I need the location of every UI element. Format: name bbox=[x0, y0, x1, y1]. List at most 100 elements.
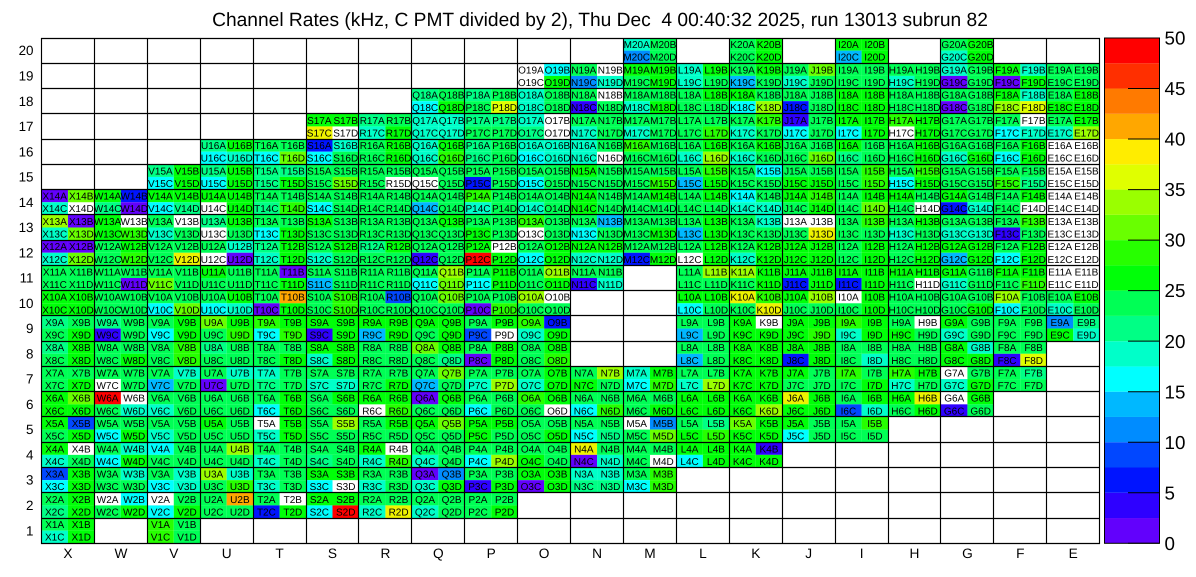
svg-text:E14D: E14D bbox=[1074, 204, 1099, 215]
svg-text:M4D: M4D bbox=[653, 457, 674, 468]
svg-text:1: 1 bbox=[26, 523, 33, 538]
svg-text:Q2C: Q2C bbox=[415, 507, 436, 518]
svg-text:O10B: O10B bbox=[545, 293, 571, 304]
svg-text:E11B: E11B bbox=[1075, 267, 1099, 278]
svg-text:X1D: X1D bbox=[71, 533, 90, 544]
svg-text:G16B: G16B bbox=[968, 141, 994, 152]
svg-text:N11B: N11B bbox=[598, 267, 623, 278]
svg-text:M17B: M17B bbox=[650, 116, 676, 127]
svg-text:R16B: R16B bbox=[386, 141, 411, 152]
svg-text:U6A: U6A bbox=[204, 394, 224, 405]
svg-text:T12A: T12A bbox=[254, 242, 278, 253]
svg-text:V8B: V8B bbox=[178, 343, 197, 354]
svg-text:P17C: P17C bbox=[465, 128, 490, 139]
svg-text:H14D: H14D bbox=[915, 204, 941, 215]
svg-text:J12B: J12B bbox=[811, 242, 834, 253]
svg-text:S15D: S15D bbox=[333, 179, 358, 190]
svg-text:L10D: L10D bbox=[704, 305, 728, 316]
svg-text:J6C: J6C bbox=[787, 406, 805, 417]
svg-text:F17C: F17C bbox=[995, 128, 1019, 139]
svg-text:V8C: V8C bbox=[151, 356, 170, 367]
svg-text:F8B: F8B bbox=[1024, 343, 1043, 354]
svg-text:H17D: H17D bbox=[915, 128, 941, 139]
svg-text:Q16C: Q16C bbox=[412, 154, 438, 165]
svg-text:K20A: K20A bbox=[730, 40, 755, 51]
svg-text:O17B: O17B bbox=[545, 116, 571, 127]
svg-text:N3D: N3D bbox=[600, 482, 620, 493]
svg-text:Q4A: Q4A bbox=[415, 444, 435, 455]
svg-text:F17A: F17A bbox=[995, 116, 1019, 127]
svg-text:P13A: P13A bbox=[466, 217, 491, 228]
svg-text:X3C: X3C bbox=[45, 482, 64, 493]
svg-text:M12C: M12C bbox=[623, 255, 650, 266]
svg-text:W10B: W10B bbox=[120, 293, 148, 304]
svg-text:J15B: J15B bbox=[811, 166, 834, 177]
svg-text:K7B: K7B bbox=[760, 369, 779, 380]
svg-text:W9D: W9D bbox=[123, 331, 145, 342]
svg-text:W: W bbox=[114, 546, 127, 561]
svg-text:J9D: J9D bbox=[813, 331, 831, 342]
svg-text:P2C: P2C bbox=[468, 507, 487, 518]
svg-text:P8B: P8B bbox=[495, 343, 514, 354]
svg-text:L6D: L6D bbox=[707, 406, 725, 417]
svg-text:S5B: S5B bbox=[336, 419, 355, 430]
svg-text:U8B: U8B bbox=[230, 343, 250, 354]
svg-text:W13D: W13D bbox=[120, 230, 148, 241]
svg-text:R7D: R7D bbox=[389, 381, 409, 392]
svg-text:N13B: N13B bbox=[598, 217, 623, 228]
svg-text:L16A: L16A bbox=[678, 141, 702, 152]
svg-text:O15B: O15B bbox=[545, 166, 571, 177]
svg-text:Q4C: Q4C bbox=[415, 457, 436, 468]
svg-text:U3C: U3C bbox=[203, 482, 223, 493]
svg-text:O12A: O12A bbox=[518, 242, 544, 253]
svg-text:U16B: U16B bbox=[227, 141, 252, 152]
svg-text:P14D: P14D bbox=[492, 204, 517, 215]
svg-text:W12A: W12A bbox=[94, 242, 122, 253]
svg-text:J9B: J9B bbox=[813, 318, 831, 329]
svg-text:O13D: O13D bbox=[544, 230, 570, 241]
svg-text:U13B: U13B bbox=[227, 217, 252, 228]
svg-text:E13A: E13A bbox=[1048, 217, 1073, 228]
svg-text:X5D: X5D bbox=[71, 432, 90, 443]
svg-text:Q5C: Q5C bbox=[415, 432, 436, 443]
svg-text:G11D: G11D bbox=[968, 280, 993, 291]
svg-text:G7B: G7B bbox=[971, 369, 991, 380]
svg-text:O3D: O3D bbox=[547, 482, 568, 493]
svg-text:I11C: I11C bbox=[838, 280, 858, 291]
svg-text:U16C: U16C bbox=[201, 154, 227, 165]
svg-text:Q9A: Q9A bbox=[415, 318, 435, 329]
svg-text:S7B: S7B bbox=[336, 369, 355, 380]
svg-text:O8A: O8A bbox=[521, 343, 541, 354]
svg-text:M6C: M6C bbox=[626, 406, 647, 417]
svg-text:8: 8 bbox=[26, 346, 33, 361]
svg-text:V7D: V7D bbox=[177, 381, 196, 392]
svg-text:Q9D: Q9D bbox=[441, 331, 462, 342]
svg-text:O7D: O7D bbox=[547, 381, 568, 392]
svg-text:O18A: O18A bbox=[518, 91, 544, 102]
svg-text:G17B: G17B bbox=[968, 116, 994, 127]
svg-text:U4A: U4A bbox=[204, 444, 224, 455]
svg-text:I19B: I19B bbox=[865, 65, 886, 76]
svg-text:W2D: W2D bbox=[123, 507, 145, 518]
svg-text:N4C: N4C bbox=[574, 457, 594, 468]
svg-text:I6B: I6B bbox=[867, 394, 882, 405]
svg-text:U11D: U11D bbox=[227, 280, 252, 291]
svg-text:P18D: P18D bbox=[492, 103, 517, 114]
svg-text:K20B: K20B bbox=[757, 40, 782, 51]
svg-text:S7A: S7A bbox=[310, 369, 329, 380]
svg-text:X8A: X8A bbox=[45, 343, 64, 354]
svg-text:T10D: T10D bbox=[281, 305, 305, 316]
svg-text:M3D: M3D bbox=[653, 482, 674, 493]
svg-text:U8C: U8C bbox=[203, 356, 223, 367]
svg-text:H15D: H15D bbox=[915, 179, 941, 190]
svg-text:K16A: K16A bbox=[730, 141, 755, 152]
svg-text:L4C: L4C bbox=[680, 457, 698, 468]
svg-text:O: O bbox=[539, 546, 550, 561]
svg-text:K4A: K4A bbox=[733, 444, 752, 455]
svg-text:O9A: O9A bbox=[521, 318, 541, 329]
svg-text:K14C: K14C bbox=[730, 204, 755, 215]
svg-text:E11D: E11D bbox=[1074, 280, 1098, 291]
svg-text:F16A: F16A bbox=[995, 141, 1019, 152]
svg-text:O5D: O5D bbox=[547, 432, 568, 443]
svg-text:Q17A: Q17A bbox=[412, 116, 438, 127]
